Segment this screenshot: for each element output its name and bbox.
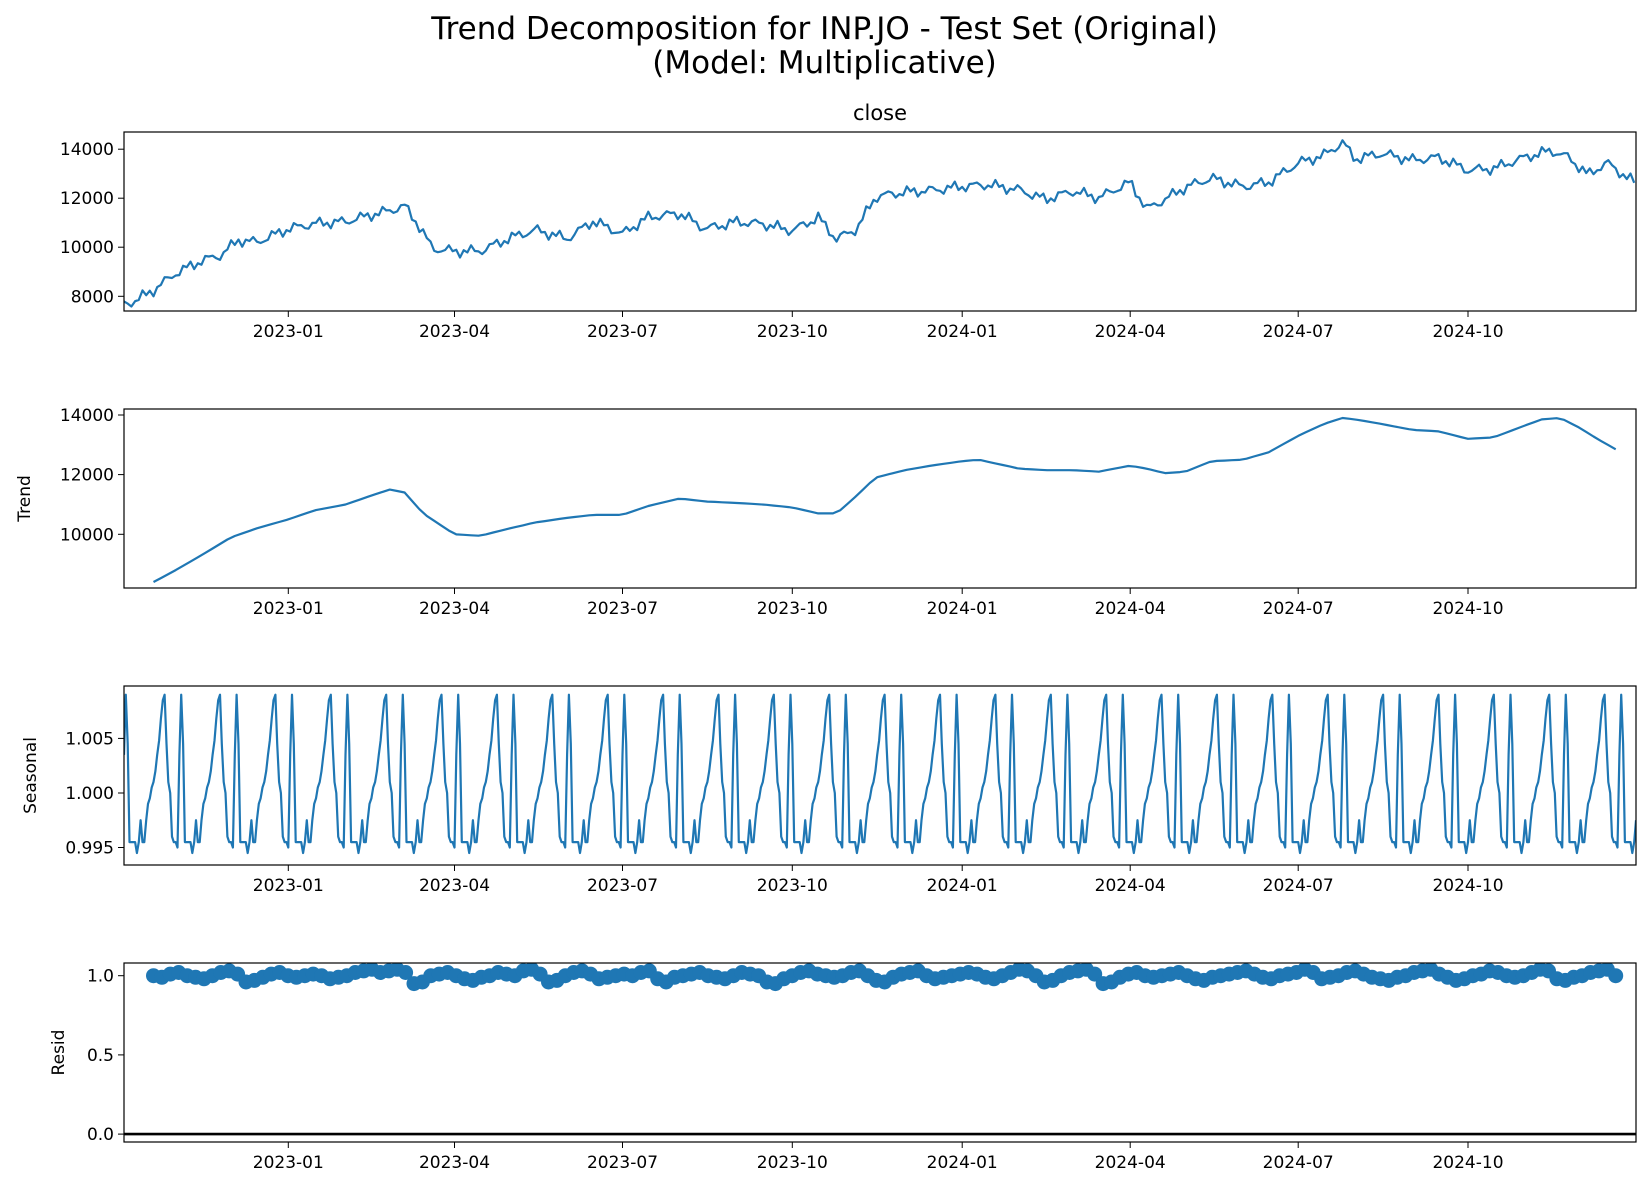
y-tick-label: 10000 (60, 238, 114, 258)
x-tick-label: 2024-01 (927, 876, 998, 896)
x-tick-label: 2023-04 (419, 1153, 490, 1173)
y-axis-label: Resid (49, 1030, 69, 1076)
x-tick-label: 2023-07 (587, 599, 658, 619)
y-tick-label: 8000 (71, 287, 114, 307)
x-tick-label: 2024-04 (1095, 599, 1166, 619)
x-tick-label: 2023-01 (253, 876, 324, 896)
x-tick-label: 2024-04 (1095, 1153, 1166, 1173)
resid-point (1608, 968, 1624, 984)
y-tick-label: 12000 (60, 189, 114, 209)
x-tick-label: 2024-10 (1432, 322, 1503, 342)
y-tick-label: 1.005 (65, 729, 114, 749)
panel-title: close (853, 101, 907, 125)
y-tick-label: 0.0 (87, 1125, 114, 1145)
x-tick-label: 2023-07 (587, 1153, 658, 1173)
axes-frame (123, 131, 1637, 312)
x-tick-label: 2024-07 (1263, 1153, 1334, 1173)
resid-point (398, 965, 414, 980)
x-tick-label: 2024-01 (927, 599, 998, 619)
x-tick-label: 2023-04 (419, 876, 490, 896)
x-tick-label: 2023-07 (587, 322, 658, 342)
y-axis-label: Trend (15, 475, 35, 523)
y-axis-label: Seasonal (21, 737, 41, 814)
y-tick-label: 14000 (60, 140, 114, 160)
axes-frame (123, 685, 1637, 866)
x-tick-label: 2024-01 (927, 1153, 998, 1173)
y-tick-label: 1.000 (65, 784, 114, 804)
y-tick-label: 0.995 (65, 839, 114, 859)
panel-trend: 2023-01 2023-04 2023-07 2023-10 2024-01 2024-… (15, 406, 1637, 619)
x-tick-label: 2023-10 (757, 876, 828, 896)
x-tick-label: 2023-10 (757, 322, 828, 342)
axes-frame (123, 962, 1637, 1143)
plot-area (124, 139, 1636, 308)
panel-seasonal: 2023-01 2023-04 2023-07 2023-10 2024-01 2024-… (21, 685, 1637, 896)
x-tick-label: 2024-07 (1263, 599, 1334, 619)
x-tick-label: 2023-07 (587, 876, 658, 896)
x-tick-label: 2023-10 (757, 1153, 828, 1173)
series-line-trend (152, 416, 1617, 583)
y-tick-label: 12000 (60, 466, 114, 486)
x-tick-label: 2024-04 (1095, 322, 1166, 342)
axes-frame (123, 408, 1637, 589)
x-tick-label: 2024-10 (1432, 599, 1503, 619)
y-tick-label: 0.5 (87, 1046, 114, 1066)
series-line-close (124, 139, 1636, 308)
y-tick-label: 1.0 (87, 967, 114, 987)
y-tick-label: 10000 (60, 525, 114, 545)
x-tick-label: 2024-10 (1432, 876, 1503, 896)
x-tick-label: 2023-01 (253, 322, 324, 342)
x-tick-label: 2024-07 (1263, 322, 1334, 342)
x-tick-label: 2024-04 (1095, 876, 1166, 896)
x-tick-label: 2023-01 (253, 599, 324, 619)
plot-area (152, 416, 1617, 583)
series-line-seasonal (124, 693, 1636, 855)
x-tick-label: 2023-10 (757, 599, 828, 619)
x-tick-label: 2023-04 (419, 599, 490, 619)
x-tick-label: 2024-01 (927, 322, 998, 342)
plot-area (124, 693, 1636, 855)
x-tick-label: 2024-10 (1432, 1153, 1503, 1173)
x-tick-label: 2024-07 (1263, 876, 1334, 896)
panel-close: 2023-01 2023-04 2023-07 2023-10 2024-01 2024-… (60, 101, 1637, 342)
x-tick-label: 2023-01 (253, 1153, 324, 1173)
plot-area (124, 963, 1636, 1136)
y-tick-label: 14000 (60, 406, 114, 426)
panel-resid: 2023-01 2023-04 2023-07 2023-10 2024-01 2024-… (49, 962, 1637, 1173)
x-tick-label: 2023-04 (419, 322, 490, 342)
